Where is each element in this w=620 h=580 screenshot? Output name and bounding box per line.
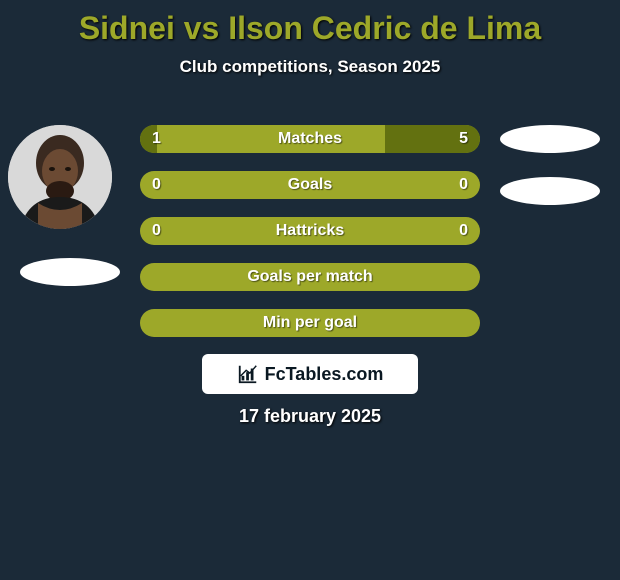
stat-row: 15Matches <box>140 125 480 153</box>
fctables-logo[interactable]: FcTables.com <box>202 354 418 394</box>
chart-icon <box>237 363 259 385</box>
stat-row: Min per goal <box>140 309 480 337</box>
stat-label: Hattricks <box>140 217 480 245</box>
logo-text: FcTables.com <box>265 364 384 385</box>
player1-club-badge <box>20 258 120 286</box>
stat-row: 00Goals <box>140 171 480 199</box>
page-title: Sidnei vs Ilson Cedric de Lima <box>0 0 620 47</box>
player2-avatar <box>500 125 600 153</box>
stat-row: 00Hattricks <box>140 217 480 245</box>
page-subtitle: Club competitions, Season 2025 <box>0 57 620 77</box>
stat-label: Matches <box>140 125 480 153</box>
stat-label: Goals <box>140 171 480 199</box>
comparison-date: 17 february 2025 <box>0 406 620 427</box>
stat-row: Goals per match <box>140 263 480 291</box>
player2-club-badge <box>500 177 600 205</box>
stat-label: Min per goal <box>140 309 480 337</box>
stat-label: Goals per match <box>140 263 480 291</box>
comparison-bars: 15Matches 00Goals 00Hattricks Goals per mat… <box>140 125 480 355</box>
player1-avatar <box>8 125 112 229</box>
